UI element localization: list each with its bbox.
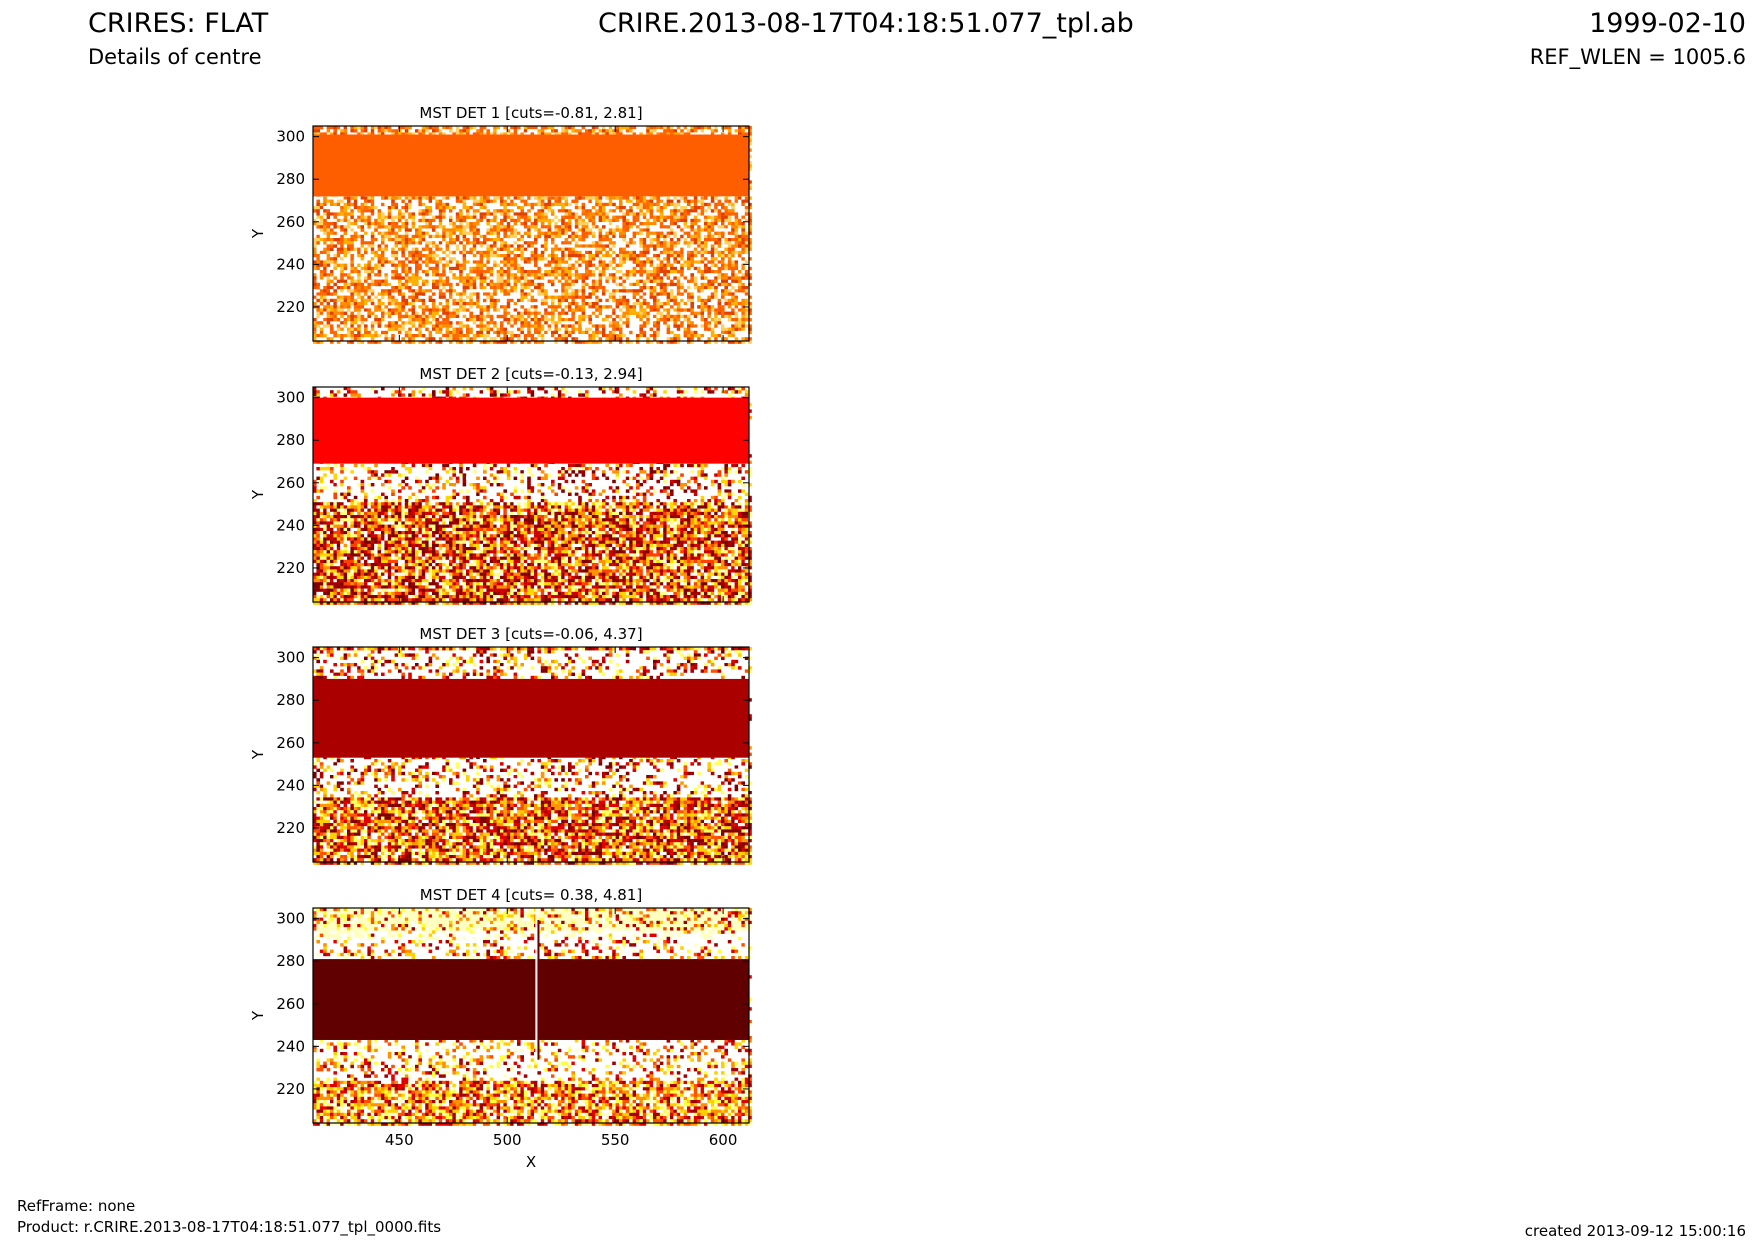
panel-det-1: 220 240 260 280 300 MST DET 1 [cuts=-0.81, 2.… — [249, 104, 752, 344]
header-date: 1999-02-10 — [1589, 8, 1746, 39]
page-subtitle: Details of centre — [88, 45, 262, 69]
x-tick-label: 600 — [709, 1131, 738, 1149]
y-tick-label: 260 — [276, 474, 305, 492]
plot-frame — [312, 125, 750, 342]
y-tick-label: 240 — [276, 776, 305, 794]
refframe-label: RefFrame: none — [17, 1197, 135, 1215]
y-tick-label: 240 — [276, 516, 305, 534]
flat-band — [313, 678, 749, 758]
y-tick-label: 300 — [276, 389, 305, 407]
product-label: Product: r.CRIRE.2013-08-17T04:18:51.077… — [17, 1218, 441, 1236]
plot-frame — [312, 386, 750, 603]
plot-frame — [312, 646, 750, 863]
x-tick-label: 550 — [601, 1131, 630, 1149]
page-title: CRIRES: FLAT — [88, 8, 268, 39]
y-tick-label: 240 — [276, 255, 305, 273]
y-tick-label: 280 — [276, 952, 305, 970]
y-tick-label: 280 — [276, 431, 305, 449]
y-axis-label: Y — [249, 1010, 267, 1021]
plot-frame — [312, 907, 750, 1124]
panel-title: MST DET 1 [cuts=-0.81, 2.81] — [419, 104, 642, 122]
y-tick-label: 220 — [276, 298, 305, 316]
x-axis-label: X — [526, 1153, 536, 1171]
y-tick-label: 220 — [276, 819, 305, 837]
flat-band — [313, 959, 749, 1040]
y-tick-label: 300 — [276, 649, 305, 667]
y-tick-label: 220 — [276, 559, 305, 577]
y-tick-label: 280 — [276, 170, 305, 188]
flat-band — [313, 134, 749, 197]
bad-column — [535, 908, 539, 1063]
panel-det-4: 220 240 260 280 300 450 500 550 600 MST DET 4 [cu… — [249, 886, 752, 1171]
y-tick-label: 260 — [276, 995, 305, 1013]
file-name: CRIRE.2013-08-17T04:18:51.077_tpl.ab — [598, 8, 1134, 39]
y-tick-label: 220 — [276, 1080, 305, 1098]
panel-det-2: 220 240 260 280 300 MST DET 2 [cuts=-0.13, 2.… — [249, 365, 752, 605]
noise-pixels — [313, 387, 752, 605]
flat-band — [313, 397, 749, 464]
y-tick-label: 300 — [276, 128, 305, 146]
y-tick-label: 240 — [276, 1037, 305, 1055]
y-tick-label: 260 — [276, 213, 305, 231]
panel-title: MST DET 4 [cuts= 0.38, 4.81] — [420, 886, 643, 904]
y-axis-label: Y — [249, 228, 267, 239]
panel-title: MST DET 3 [cuts=-0.06, 4.37] — [419, 625, 642, 643]
y-tick-label: 280 — [276, 691, 305, 709]
x-tick-label: 450 — [385, 1131, 414, 1149]
ref-wlen: REF_WLEN = 1005.6 — [1530, 45, 1746, 69]
y-axis-label: Y — [249, 749, 267, 760]
panel-title: MST DET 2 [cuts=-0.13, 2.94] — [419, 365, 642, 383]
y-axis-label: Y — [249, 489, 267, 500]
y-tick-label: 300 — [276, 910, 305, 928]
panel-det-3: 220 240 260 280 300 MST DET 3 [cuts=-0.06, 4.… — [249, 625, 752, 865]
bad-column-core — [537, 920, 540, 1060]
y-tick-label: 260 — [276, 734, 305, 752]
created-label: created 2013-09-12 15:00:16 — [1525, 1222, 1746, 1240]
x-tick-label: 500 — [493, 1131, 522, 1149]
